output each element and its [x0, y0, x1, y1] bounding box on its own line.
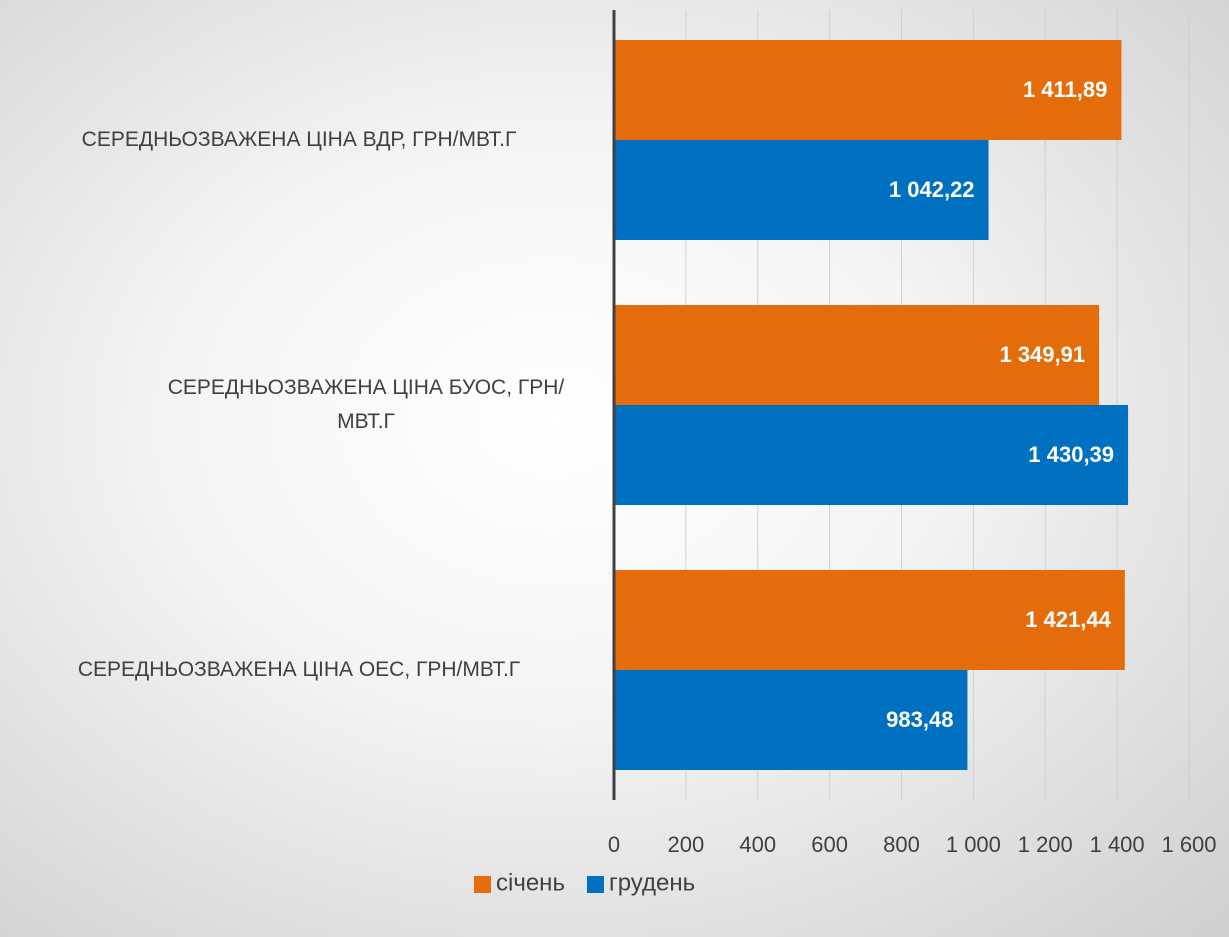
data-label: 1 421,44: [1025, 607, 1111, 632]
bar: [614, 405, 1129, 505]
x-tick-label: 1 600: [1161, 832, 1216, 857]
x-tick-label: 800: [883, 832, 920, 857]
legend-label: січень: [496, 869, 565, 896]
x-tick-label: 1 000: [946, 832, 1001, 857]
x-tick-label: 0: [608, 832, 620, 857]
x-tick-label: 600: [811, 832, 848, 857]
bar: [614, 570, 1125, 670]
category-label: СЕРЕДНЬОЗВАЖЕНА ЦІНА ОЕС, ГРН/МВТ.Г: [77, 658, 521, 681]
data-label: 1 349,91: [999, 342, 1085, 367]
x-tick-label: 400: [739, 832, 776, 857]
category-label: СЕРЕДНЬОЗВАЖЕНА ЦІНА ВДР, ГРН/МВТ.Г: [81, 128, 517, 151]
bar: [614, 305, 1100, 405]
legend-label: грудень: [609, 869, 695, 896]
x-tick-label: 1 400: [1090, 832, 1145, 857]
bar: [614, 670, 968, 770]
data-label: 1 430,39: [1028, 442, 1114, 467]
legend-swatch: [586, 876, 604, 893]
category-label: СЕРЕДНЬОЗВАЖЕНА ЦІНА БУОС, ГРН/МВТ.Г: [167, 376, 565, 433]
legend-swatch: [474, 876, 491, 893]
data-label: 1 411,89: [1023, 77, 1107, 102]
x-tick-label: 1 200: [1018, 832, 1073, 857]
data-label: 1 042,22: [889, 177, 975, 202]
data-label: 983,48: [886, 707, 953, 732]
bar: [614, 40, 1122, 140]
x-tick-label: 200: [668, 832, 705, 857]
bar: [614, 140, 989, 240]
legend: січень грудень: [474, 869, 695, 896]
